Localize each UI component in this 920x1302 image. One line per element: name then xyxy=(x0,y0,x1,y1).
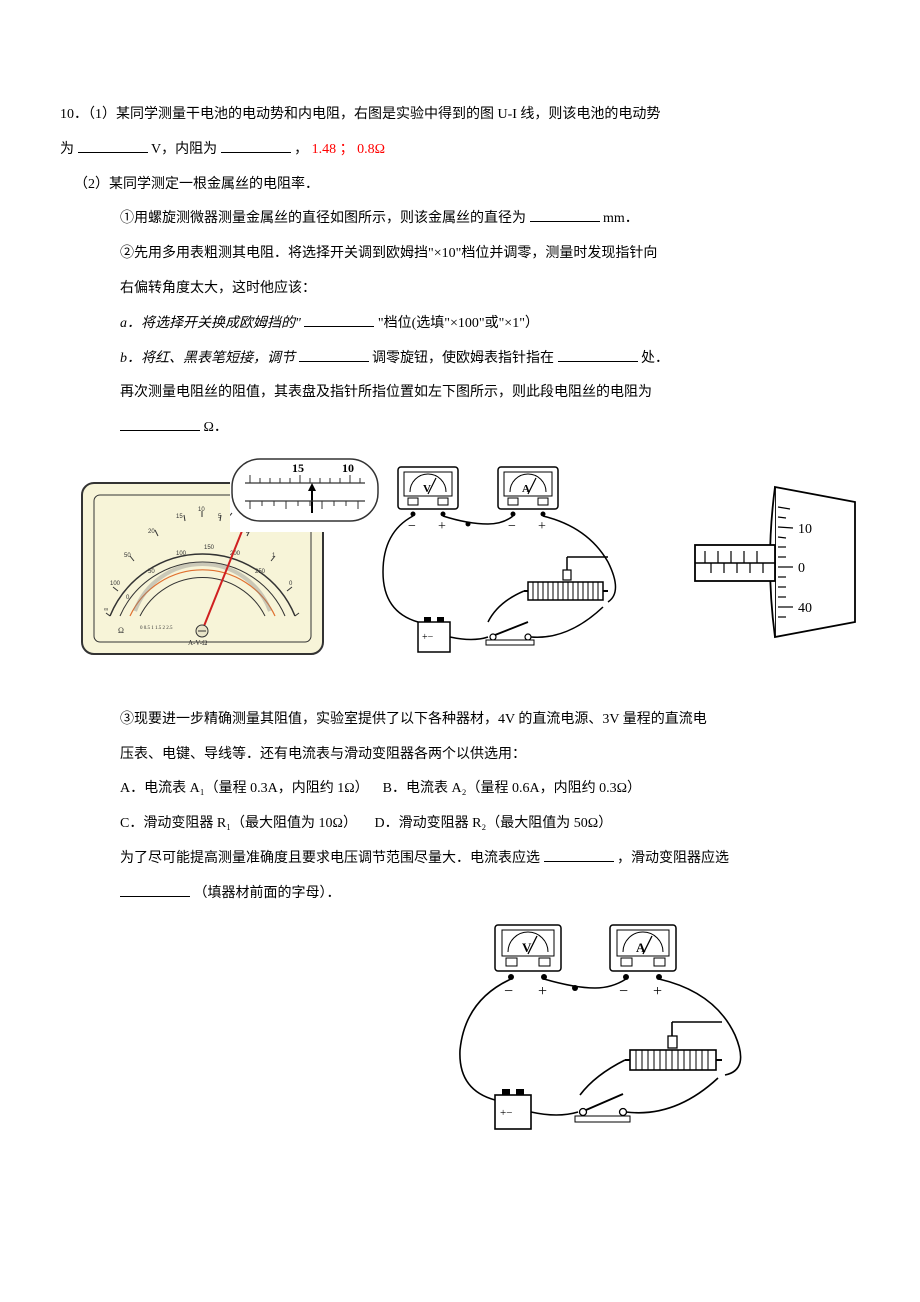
zoom-label-10: 10 xyxy=(342,461,354,475)
circuit-figure-2: V − + A − + xyxy=(440,920,860,1153)
q10-q2-line3: 再次测量电阻丝的阻值，其表盘及指针所指位置如左下图所示，则此段电阻丝的电阻为 xyxy=(60,378,860,409)
svg-text:10: 10 xyxy=(198,507,205,513)
q10-q3-line5: 为了尽可能提高测量准确度且要求电压调节范围尽量大．电流表应选 ，滑动变阻器应选 xyxy=(60,844,860,875)
svg-text:A: A xyxy=(522,483,530,495)
q10-q3-line6: （填器材前面的字母）． xyxy=(60,879,860,910)
blank-range[interactable] xyxy=(304,310,374,327)
micrometer-svg: 10 0 40 xyxy=(690,477,860,647)
q10-part2-intro: （2）某同学测定一根金属丝的电阻率． xyxy=(60,170,860,201)
q10-q2-a: a．将选择开关换成欧姆挡的" "档位(选填"×100"或"×1"） xyxy=(60,309,860,340)
blank-resistance[interactable] xyxy=(120,414,200,431)
rheostat-icon xyxy=(524,557,608,600)
q10-q1: ①用螺旋测微器测量金属丝的直径如图所示，则该金属丝的直径为 mm． xyxy=(60,204,860,235)
svg-text:+−: +− xyxy=(422,632,434,643)
blank-emf[interactable] xyxy=(78,136,148,153)
q10-q3-opts2: C．滑动变阻器 R₁（最大阻值为 10Ω） D．滑动变阻器 R₂（最大阻值为 5… xyxy=(60,809,860,840)
figures-row: ∞ 100 50 20 15 10 5 2 1 0 0 50 100 150 2… xyxy=(80,462,860,675)
svg-text:100: 100 xyxy=(176,551,187,557)
rheostat-icon-2 xyxy=(625,1022,722,1070)
q10-q3-line2: 压表、电键、导线等．还有电流表与滑动变阻器各两个以供选用： xyxy=(60,740,860,771)
circuit-svg-2: V − + A − + xyxy=(440,920,760,1140)
svg-text:10: 10 xyxy=(798,522,812,537)
ammeter-icon: A − + xyxy=(498,467,558,534)
svg-text:+: + xyxy=(438,519,446,534)
answer-r: 0.8Ω xyxy=(357,142,385,157)
zoom-label-15: 15 xyxy=(292,461,304,475)
svg-text:15: 15 xyxy=(176,514,183,520)
answer-sep: ； xyxy=(340,142,354,157)
circuit-svg-1: V − + A − + xyxy=(368,462,648,662)
svg-text:40: 40 xyxy=(798,601,812,616)
voltmeter-icon-2: V − + xyxy=(495,925,561,1000)
meter-zoom-svg: 15 10 xyxy=(230,457,380,532)
q10-q2-line4: Ω． xyxy=(60,413,860,444)
ammeter-icon-2: A − + xyxy=(610,925,676,1000)
svg-text:0: 0 xyxy=(798,561,805,576)
switch-icon-2 xyxy=(575,1094,630,1122)
voltmeter-icon: V − + xyxy=(398,467,458,534)
svg-text:100: 100 xyxy=(110,581,121,587)
q10-q3-opts1: A．电流表 A₁（量程 0.3A，内阻约 1Ω） B．电流表 A₂（量程 0.6… xyxy=(60,774,860,805)
q10-part1-line1: 10．（1）某同学测量干电池的电动势和内电阻，右图是实验中得到的图 U-I 线，… xyxy=(60,100,860,131)
q10-part1-text: 10．（1）某同学测量干电池的电动势和内电阻，右图是实验中得到的图 U-I 线，… xyxy=(60,107,660,122)
svg-text:V: V xyxy=(522,940,532,955)
svg-text:A: A xyxy=(636,940,646,955)
svg-text:250: 250 xyxy=(255,569,266,575)
multimeter-figure: ∞ 100 50 20 15 10 5 2 1 0 0 50 100 150 2… xyxy=(80,481,325,656)
blank-diameter[interactable] xyxy=(530,206,600,223)
svg-text:−: − xyxy=(504,983,513,1000)
blank-rheostat-choice[interactable] xyxy=(120,880,190,897)
q10-q2-line1: ②先用多用表粗测其电阻．将选择开关调到欧姆挡"×10"档位并调零，测量时发现指针… xyxy=(60,239,860,270)
q10-q3-line1: ③现要进一步精确测量其阻值，实验室提供了以下各种器材，4V 的直流电源、3V 量… xyxy=(60,705,860,736)
blank-zero-pos[interactable] xyxy=(558,345,638,362)
q10-q2-b: b．将红、黑表笔短接，调节 调零旋钮，使欧姆表指针指在 处． xyxy=(60,344,860,375)
svg-text:150: 150 xyxy=(204,545,215,551)
micrometer-figure: 10 0 40 xyxy=(690,477,860,660)
svg-text:−: − xyxy=(508,519,516,534)
q10-part1-line2: 为 V，内阻为 ， 1.48 ； 0.8Ω xyxy=(60,135,860,166)
svg-text:+−: +− xyxy=(500,1107,512,1119)
svg-text:50: 50 xyxy=(124,553,131,559)
svg-text:−: − xyxy=(408,519,416,534)
blank-r[interactable] xyxy=(221,136,291,153)
svg-text:Ω: Ω xyxy=(118,626,124,635)
svg-text:−: − xyxy=(619,983,628,1000)
svg-text:+: + xyxy=(653,983,662,1000)
svg-text:20: 20 xyxy=(148,529,155,535)
blank-knob[interactable] xyxy=(299,345,369,362)
svg-text:∞: ∞ xyxy=(104,607,108,613)
svg-text:+: + xyxy=(538,519,546,534)
battery-icon: +− xyxy=(418,617,450,652)
blank-ammeter-choice[interactable] xyxy=(544,845,614,862)
q10-q2-line2: 右偏转角度太大，这时他应该： xyxy=(60,274,860,305)
answer-emf: 1.48 xyxy=(312,142,337,157)
svg-text:50: 50 xyxy=(148,569,155,575)
svg-text:V: V xyxy=(423,483,431,495)
switch-icon xyxy=(486,622,534,645)
svg-text:+: + xyxy=(538,983,547,1000)
battery-icon-2: +− xyxy=(495,1089,531,1129)
svg-text:0 0.5 1 1.5 2 2.5: 0 0.5 1 1.5 2 2.5 xyxy=(140,626,173,631)
circuit-figure-1: V − + A − + xyxy=(368,462,648,675)
svg-text:A-V-Ω: A-V-Ω xyxy=(188,639,207,647)
